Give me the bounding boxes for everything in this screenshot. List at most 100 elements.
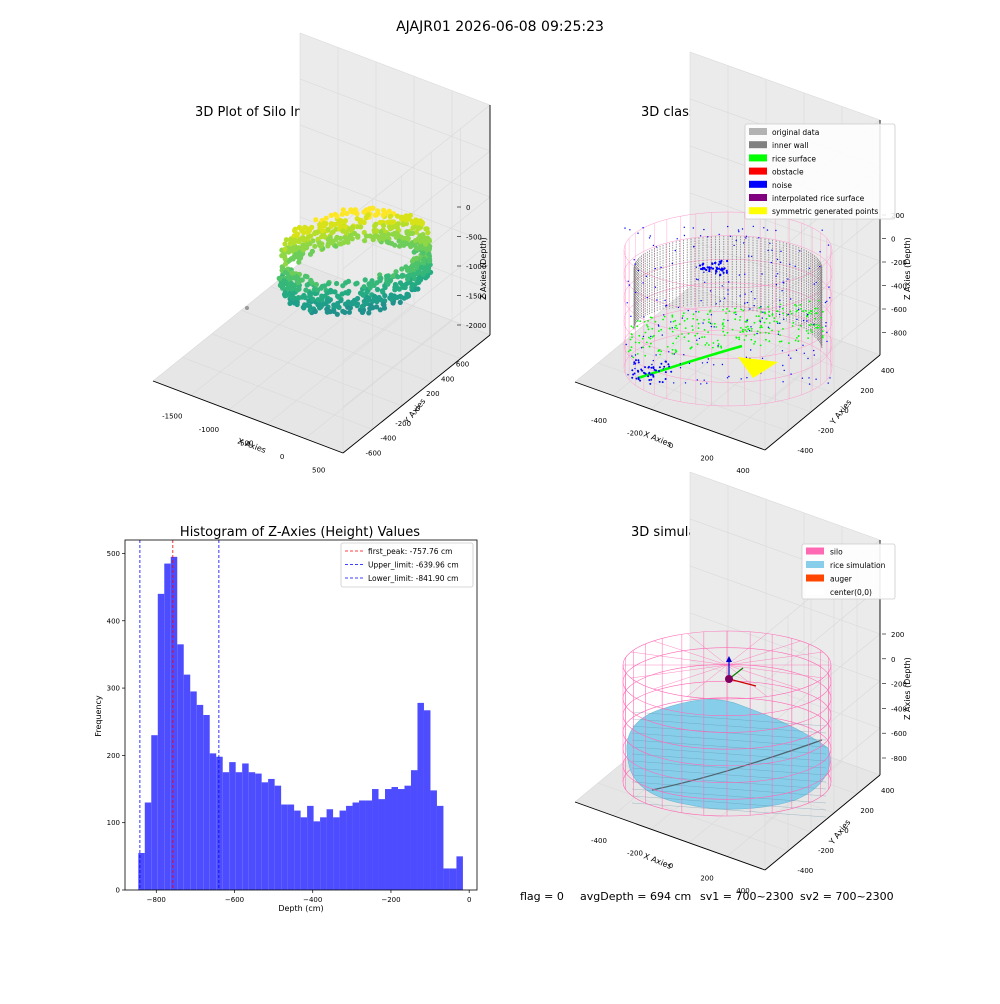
simulation-rice-ridge — [651, 739, 823, 791]
grid-line — [597, 362, 789, 432]
classify-noise-point — [796, 318, 798, 321]
classify-noise-point — [698, 264, 702, 267]
classify-rice-point — [675, 350, 678, 353]
classify-noise-point — [767, 249, 769, 252]
classify-z-axis-label: Z Axies (Depth) — [903, 237, 912, 300]
classify-rice-point — [722, 309, 724, 311]
classify-noise-point — [802, 319, 805, 322]
simulation-y-ticks: -400 -200 0 200 400 — [797, 787, 894, 875]
raw-point — [310, 296, 316, 302]
classify-rice-point — [747, 328, 750, 331]
classify-y-axis-label: Y Axies — [828, 398, 854, 427]
histogram-bar — [333, 817, 340, 890]
classify-rice-point — [807, 332, 810, 335]
classify-rice-point — [740, 308, 743, 311]
raw-point — [413, 238, 419, 244]
classify-noise-point — [668, 351, 670, 353]
classify-noise-point — [713, 364, 715, 366]
classify-noise-point — [703, 379, 705, 381]
raw-point — [291, 275, 297, 281]
classify-noise-point — [724, 297, 726, 299]
classify-noise-point — [695, 311, 697, 313]
classify-x-tick: -400 — [591, 417, 607, 425]
raw-point — [374, 228, 380, 234]
classify-noise-point — [660, 362, 663, 365]
raw-point — [307, 251, 314, 257]
classify-rice-point — [816, 326, 818, 329]
classify-rice-point — [631, 333, 633, 336]
raw-x-tick: -500 — [238, 440, 254, 448]
classify-rice-point — [750, 327, 753, 330]
raw-z-ticks: 0 -500 -1000 -1500 -2000 — [457, 204, 486, 330]
classify-rice-point — [760, 324, 762, 327]
raw-point — [402, 284, 408, 291]
raw-point — [319, 234, 325, 240]
raw-point — [403, 264, 409, 270]
histogram-bar — [404, 785, 411, 890]
classify-rice-point — [629, 349, 632, 352]
classify-noise-point — [760, 306, 762, 308]
classify-noise-point — [749, 308, 751, 310]
classify-noise-point — [708, 270, 711, 273]
classify-rice-point — [745, 326, 747, 329]
classify-noise-point — [783, 369, 785, 372]
classify-rice-point — [649, 316, 652, 319]
raw-point — [307, 292, 313, 298]
classify-noise-point — [819, 265, 821, 268]
raw-point — [359, 303, 365, 310]
classify-rice-point — [794, 339, 797, 342]
simulation-legend-label: silo — [830, 548, 843, 557]
classify-noise-point — [776, 258, 779, 261]
raw-point — [312, 229, 318, 236]
raw-point — [288, 286, 294, 292]
raw-point — [340, 283, 346, 289]
grid-line — [764, 586, 881, 683]
classify-noise-point — [761, 273, 763, 275]
classify-rice-point — [810, 312, 813, 315]
raw-point — [291, 240, 297, 246]
raw-point — [366, 281, 373, 288]
classify-noise-point — [640, 368, 643, 371]
raw-point — [334, 311, 340, 317]
simulation-silo-spoke — [726, 640, 801, 666]
classify-noise-point — [681, 317, 684, 319]
grid-line — [299, 78, 491, 152]
simulation-y-tick: -400 — [797, 867, 813, 875]
histogram-bar — [222, 772, 230, 890]
raw-point — [413, 229, 419, 235]
classify-rice-point — [745, 321, 748, 323]
classify-rice-point — [709, 309, 712, 312]
classify-noise-point — [664, 305, 667, 307]
classify-noise-point — [761, 317, 763, 319]
raw-point — [403, 240, 409, 246]
classify-noise-point — [679, 367, 682, 369]
classify-rice-point — [796, 337, 798, 339]
classify-noise-point — [744, 273, 746, 275]
classify-noise-point — [725, 271, 729, 274]
raw-point — [337, 235, 343, 241]
grid-line — [211, 333, 402, 407]
raw-point — [414, 218, 420, 225]
classify-rice-point — [689, 347, 692, 350]
raw-x-ticks: -1500 -1000 -500 0 500 — [162, 413, 325, 475]
raw-point — [387, 226, 393, 232]
classify-legend-swatch — [749, 180, 767, 188]
raw-point — [277, 282, 283, 288]
classify-rice-point — [808, 311, 811, 314]
grid-line — [266, 305, 415, 425]
simulation-silo-spoke — [653, 664, 728, 690]
classify-noise-point — [821, 229, 823, 231]
raw-point — [386, 208, 392, 214]
raw-point — [319, 293, 325, 299]
classify-noise-point — [745, 356, 748, 358]
grid-line — [650, 313, 767, 410]
classify-x-tick: 200 — [700, 454, 713, 462]
simulation-legend-swatch — [806, 588, 824, 595]
classify-legend-swatch — [749, 154, 767, 162]
raw-point — [282, 241, 288, 247]
raw-point — [333, 237, 339, 243]
raw-point — [403, 217, 409, 223]
classify-noise-point — [824, 301, 827, 304]
classify-noise-point — [635, 377, 638, 380]
raw-point — [332, 221, 338, 227]
